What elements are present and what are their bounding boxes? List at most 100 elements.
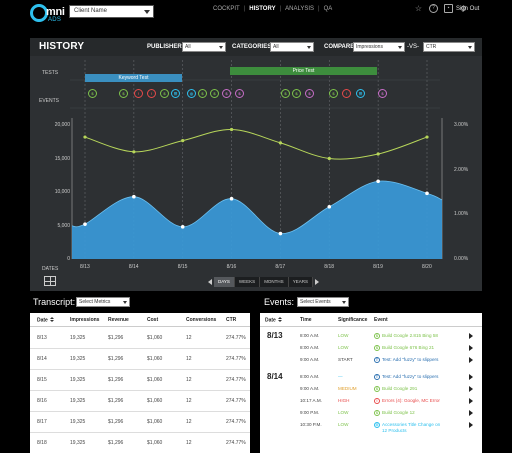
chevron-right-icon[interactable] — [469, 385, 473, 392]
event-time: 8:00 A.M. — [300, 373, 320, 379]
table-row[interactable]: 8/14 19,325 $1,296 $1,060 12 274.77% — [30, 348, 250, 370]
event-time: 9:00 A.M. — [300, 357, 320, 363]
table-cell: 19,325 — [70, 356, 86, 362]
col-time[interactable]: Time — [300, 317, 312, 323]
top-icons: ☆ ? ▪ ⚙ — [414, 4, 468, 13]
event-marker-icon[interactable]: $ — [119, 89, 128, 98]
omniads-logo[interactable]: mni ADS — [30, 4, 65, 24]
sign-out-link[interactable]: Sign Out — [456, 6, 480, 12]
event-marker-icon[interactable]: $ — [210, 89, 219, 98]
event-marker-icon[interactable]: $ — [198, 89, 207, 98]
event-marker-icon[interactable]: $ — [292, 89, 301, 98]
table-cell: 12 — [186, 356, 192, 362]
event-row[interactable]: 8:00 A.M. — T Test: Add "fuzzy" to slippers — [260, 371, 482, 383]
event-row[interactable]: 8:00 A.M. LOW $ Build Google 2.815 Bing 58 — [260, 330, 482, 342]
chevron-right-icon[interactable] — [469, 410, 473, 417]
compare-b-select[interactable]: CTR — [423, 42, 475, 52]
col-revenue[interactable]: Revenue — [108, 317, 129, 323]
keyword-test-bar[interactable]: Keyword Test — [85, 74, 182, 82]
table-row[interactable]: 8/15 19,325 $1,296 $1,060 12 274.77% — [30, 369, 250, 391]
chevron-right-icon[interactable] — [469, 357, 473, 364]
table-row[interactable]: 8/16 19,325 $1,296 $1,060 12 274.77% — [30, 390, 250, 412]
event-marker-icon[interactable]: $ — [88, 89, 97, 98]
y-left-tick: 10,000 — [54, 189, 70, 195]
event-significance: START — [338, 357, 353, 363]
range-years-button[interactable]: YEARS — [288, 277, 313, 287]
client-name-select[interactable]: Client Name — [69, 5, 154, 18]
event-marker-icon[interactable]: $ — [378, 89, 387, 98]
nav-analysis[interactable]: ANALYSIS — [285, 6, 315, 12]
event-row[interactable]: 9:00 P.M. LOW $ Build Google 12 — [260, 407, 482, 419]
table-row[interactable]: 8/18 19,325 $1,296 $1,060 12 274.77% — [30, 432, 250, 453]
event-marker-icon[interactable]: $ — [281, 89, 290, 98]
message-icon[interactable]: ▪ — [444, 4, 453, 13]
col-date[interactable]: Date — [37, 317, 54, 323]
select-metrics[interactable]: Select Metrics — [76, 297, 130, 307]
chevron-right-icon[interactable] — [469, 333, 473, 339]
event-text: Accessories Title Change on — [382, 422, 441, 428]
col-ctr[interactable]: CTR — [226, 317, 237, 323]
chevron-right-icon[interactable] — [469, 422, 473, 429]
table-cell: 8/18 — [37, 440, 47, 446]
chevron-right-icon[interactable] — [469, 345, 473, 352]
event-marker-icon[interactable]: ! — [147, 89, 156, 98]
event-significance: MEDIUM — [338, 385, 357, 391]
event-marker-icon[interactable]: $ — [329, 89, 338, 98]
next-range-icon[interactable] — [313, 277, 321, 287]
table-cell: $1,296 — [108, 335, 124, 341]
event-marker-icon[interactable]: ☰ — [171, 89, 180, 98]
help-icon[interactable]: ? — [429, 4, 438, 13]
impressions-point-8-18 — [327, 204, 332, 209]
table-cell: $1,296 — [108, 398, 124, 404]
event-marker-icon[interactable]: ☰ — [356, 89, 365, 98]
event-description: $ Build Google 676 Bing 21 — [374, 345, 434, 352]
range-months-button[interactable]: MONTHS — [260, 277, 289, 287]
range-days-button[interactable]: DAYS — [214, 277, 235, 287]
range-weeks-button[interactable]: WEEKS — [234, 277, 261, 287]
settings-icon[interactable]: ⚙ — [459, 4, 468, 13]
x-tick-label: 8/16 — [226, 264, 237, 270]
event-marker-icon[interactable]: $ — [235, 89, 244, 98]
nav-qa[interactable]: QA — [323, 6, 333, 12]
chevron-right-icon[interactable] — [469, 373, 473, 380]
event-marker-icon[interactable]: $ — [222, 89, 231, 98]
event-time: 9:00 P.M. — [300, 410, 320, 416]
col-impressions[interactable]: Impressions — [70, 317, 100, 323]
col-date[interactable]: Date — [265, 317, 282, 323]
table-row[interactable]: 8/17 19,325 $1,296 $1,060 12 274.77% — [30, 411, 250, 433]
col-conversions[interactable]: Conversions — [186, 317, 217, 323]
chevron-right-icon[interactable] — [469, 398, 473, 404]
calendar-icon[interactable] — [44, 276, 56, 286]
price-test-bar[interactable]: Price Test — [230, 67, 377, 75]
categories-select[interactable]: All — [270, 42, 314, 52]
select-events[interactable]: Select Events — [297, 297, 349, 307]
event-day-label: 8/13 — [267, 331, 283, 340]
compare-a-select[interactable]: Impressions — [353, 42, 405, 52]
event-row[interactable]: 8:00 A.M. LOW $ Build Google 676 Bing 21 — [260, 342, 482, 354]
event-marker-icon[interactable]: $ — [305, 89, 314, 98]
event-marker-icon[interactable]: ! — [342, 89, 351, 98]
col-event[interactable]: Event — [374, 317, 388, 323]
y-left-tick: 15,000 — [54, 155, 70, 162]
event-text: Build Google 291 — [382, 386, 418, 392]
star-icon[interactable]: ☆ — [414, 4, 423, 13]
prev-range-icon[interactable] — [206, 277, 214, 287]
nav-cockpit[interactable]: COCKPIT — [213, 6, 240, 12]
table-row[interactable]: 8/13 19,325 $1,296 $1,060 12 274.77% — [30, 327, 250, 349]
transcript-title: Transcript: — [33, 297, 76, 307]
col-significance[interactable]: Significance — [338, 317, 368, 323]
event-marker-icon[interactable]: $ — [160, 89, 169, 98]
event-row[interactable]: 10:17 A.M. HIGH! Errors (4): Google, MC Er… — [260, 395, 482, 407]
events-title: Events: — [264, 297, 295, 307]
event-row[interactable]: 10:30 P.M. LOW ☰ Accessories Title Change o… — [260, 419, 482, 433]
nav-history[interactable]: HISTORY — [249, 6, 276, 12]
event-marker-icon[interactable]: ◎ — [187, 89, 196, 98]
event-marker-icon[interactable]: ! — [134, 89, 143, 98]
compare-a-value: Impressions — [356, 44, 383, 50]
event-row[interactable]: 9:00 A.M. START T Test: Add "fuzzy" to slip… — [260, 354, 482, 366]
event-significance: LOW — [338, 345, 349, 351]
col-cost[interactable]: Cost — [147, 317, 159, 323]
publisher-select[interactable]: All — [182, 42, 226, 52]
event-row[interactable]: 9:00 A.M. MEDIUM $ Build Google 291 — [260, 383, 482, 395]
table-cell: 8/17 — [37, 419, 47, 425]
